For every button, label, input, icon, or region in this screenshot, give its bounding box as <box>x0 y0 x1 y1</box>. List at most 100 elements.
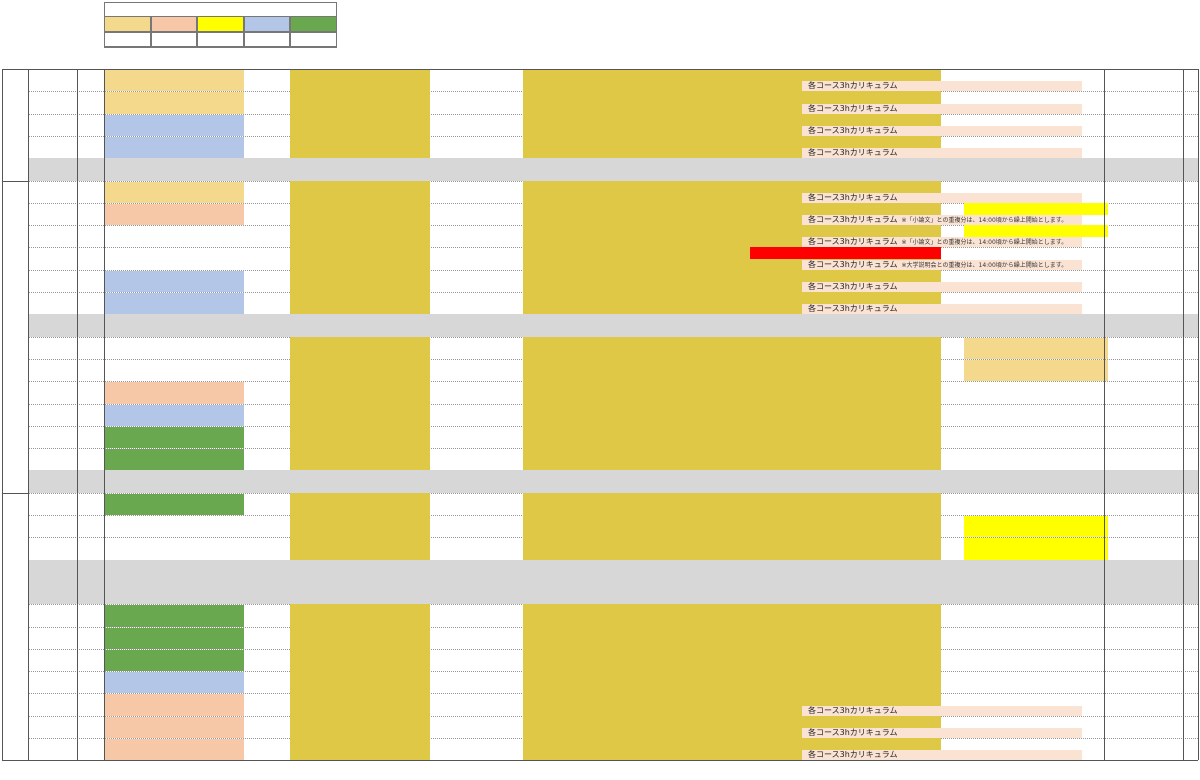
date-left <box>28 448 77 470</box>
lunch-label <box>430 203 490 225</box>
dow-right <box>1183 225 1198 247</box>
curriculum-bar: 各コース3hカリキュラム <box>802 193 1082 203</box>
legend-target <box>150 32 198 48</box>
jitsugi-block <box>290 604 430 627</box>
grid-right <box>1104 69 1105 760</box>
morning-class <box>104 405 244 426</box>
dow-left <box>77 136 104 158</box>
curriculum-label: 各コース3hカリキュラム <box>808 260 898 269</box>
jitsugi-block <box>290 359 430 381</box>
date-right <box>1114 738 1183 760</box>
jitsugi-block <box>290 493 430 515</box>
legend-target <box>290 32 337 48</box>
dow-left <box>77 91 104 114</box>
jitsugi-block <box>290 225 430 247</box>
curriculum-bar: 各コース3hカリキュラム <box>802 706 1082 716</box>
dow-right <box>1183 604 1198 627</box>
morning-class <box>104 427 244 448</box>
date-left <box>28 426 77 448</box>
dow-left <box>77 560 104 582</box>
closed-label <box>104 474 1104 488</box>
evening-class <box>964 360 1108 381</box>
date-right <box>1114 225 1183 247</box>
jitsugi-block <box>290 537 430 560</box>
date-right <box>1114 627 1183 649</box>
jitsugi-block <box>523 493 941 515</box>
curriculum-bar: 各コース3hカリキュラム ※「小論文」との重複分は、14:00頃から繰上開始としま… <box>802 237 1082 247</box>
evening-class <box>964 538 1108 560</box>
date-left <box>28 515 77 537</box>
jitsugi-block <box>290 515 430 537</box>
jitsugi-block <box>523 337 941 359</box>
dow-left <box>77 448 104 470</box>
dow-left <box>77 270 104 292</box>
jitsugi-block <box>290 738 430 760</box>
jitsugi-block <box>523 426 941 448</box>
legend-subject <box>290 16 337 32</box>
date-right <box>1114 114 1183 136</box>
date-right <box>1114 604 1183 627</box>
period-line <box>2 181 28 182</box>
jitsugi-block <box>290 649 430 671</box>
date-right <box>1114 181 1183 203</box>
legend-title <box>104 2 337 15</box>
dow-right <box>1183 181 1198 203</box>
lunch-label <box>430 649 490 671</box>
legend-subject <box>197 16 244 32</box>
event-block <box>750 247 941 259</box>
right-dow-divider <box>1183 69 1184 760</box>
dow-right <box>1183 69 1198 91</box>
dow-left <box>77 426 104 448</box>
dow-right <box>1183 114 1198 136</box>
legend-subject <box>243 16 291 32</box>
jitsugi-block <box>523 404 941 426</box>
curriculum-label: 各コース3hカリキュラム <box>808 148 898 157</box>
curriculum-label: 各コース3hカリキュラム <box>808 282 898 291</box>
curriculum-label: 各コース3hカリキュラム <box>808 750 898 759</box>
curriculum-note: ※「小論文」との重複分は、14:00頃から繰上開始とします。 <box>901 217 1068 224</box>
date-left <box>28 292 77 314</box>
date-right <box>1114 292 1183 314</box>
morning-class <box>104 92 244 114</box>
jitsugi-block <box>290 91 430 114</box>
morning-class <box>104 115 244 136</box>
dow-left <box>77 604 104 627</box>
date-left <box>28 91 77 114</box>
closed-label <box>104 564 1104 578</box>
grid-bottom-line <box>2 760 1198 761</box>
dow-left <box>77 738 104 760</box>
date-right <box>1114 314 1183 337</box>
date-right <box>1114 493 1183 515</box>
dow-right <box>1183 337 1198 359</box>
lunch-label <box>430 247 490 270</box>
lunch-label <box>430 426 490 448</box>
jitsugi-block <box>523 359 941 381</box>
morning-class <box>104 628 244 649</box>
curriculum-label: 各コース3hカリキュラム <box>808 237 898 246</box>
jitsugi-block <box>290 693 430 716</box>
date-right <box>1114 716 1183 738</box>
lunch-label <box>430 114 490 136</box>
curriculum-label: 各コース3hカリキュラム <box>808 126 898 135</box>
jitsugi-block <box>523 537 941 560</box>
date-left <box>28 627 77 649</box>
date-right <box>1114 69 1183 91</box>
dow-right <box>1183 716 1198 738</box>
closed-label <box>104 162 1104 176</box>
date-left <box>28 649 77 671</box>
curriculum-label: 各コース3hカリキュラム <box>808 193 898 202</box>
lunch-label <box>430 69 490 91</box>
curriculum-label: 各コース3hカリキュラム <box>808 304 898 313</box>
date-right <box>1114 560 1183 582</box>
lunch-label <box>430 381 490 404</box>
jitsugi-block <box>290 136 430 158</box>
date-right <box>1114 693 1183 716</box>
dow-left <box>77 359 104 381</box>
date-left <box>28 114 77 136</box>
closed-row <box>28 314 1198 337</box>
curriculum-bar: 各コース3hカリキュラム <box>802 81 1082 91</box>
dow-right <box>1183 314 1198 337</box>
lunch-label <box>430 292 490 314</box>
date-right <box>1114 582 1183 604</box>
date-left <box>28 604 77 627</box>
